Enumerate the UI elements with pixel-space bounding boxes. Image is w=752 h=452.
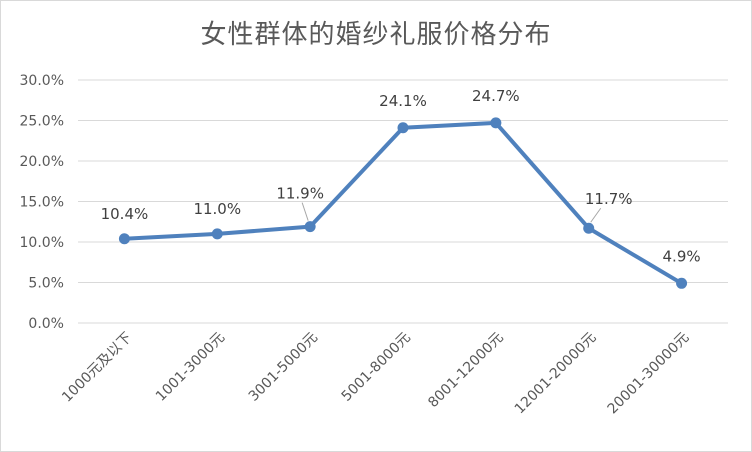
data-point bbox=[583, 222, 595, 234]
data-label: 11.9% bbox=[276, 185, 324, 203]
data-label: 10.4% bbox=[101, 205, 149, 223]
x-tick-label: 12001-20000元 bbox=[512, 330, 600, 418]
data-label: 11.7% bbox=[585, 190, 633, 208]
y-tick-label: 5.0% bbox=[28, 276, 64, 292]
x-tick-label: 8001-12000元 bbox=[425, 330, 506, 411]
data-point bbox=[304, 221, 316, 233]
data-label: 4.9% bbox=[663, 247, 701, 265]
x-tick-label: 5001-8000元 bbox=[339, 330, 414, 405]
y-tick-label: 10.0% bbox=[20, 235, 64, 251]
x-tick-label: 1000元及以下 bbox=[59, 330, 135, 406]
label-leader-line bbox=[301, 202, 309, 221]
series-line bbox=[118, 117, 688, 289]
data-point bbox=[490, 117, 502, 129]
label-leader-line bbox=[590, 207, 602, 223]
data-label: 24.1% bbox=[379, 92, 427, 110]
y-tick-label: 0.0% bbox=[28, 316, 64, 332]
data-labels: 10.4% 11.0% 11.9% 24.1% 24.7% 11.7% 4.9% bbox=[101, 87, 701, 265]
chart-title: 女性群体的婚纱礼服价格分布 bbox=[200, 20, 552, 50]
y-tick-label: 15.0% bbox=[20, 195, 64, 211]
x-axis: 1000元及以下 1001-3000元 3001-5000元 5001-8000元 80… bbox=[59, 330, 692, 418]
y-tick-label: 25.0% bbox=[20, 114, 64, 130]
y-tick-label: 30.0% bbox=[20, 73, 64, 89]
x-tick-label: 1001-3000元 bbox=[153, 330, 228, 405]
y-tick-label: 20.0% bbox=[20, 154, 64, 170]
y-axis: 0.0% 5.0% 10.0% 15.0% 20.0% 25.0% 30.0% bbox=[20, 73, 64, 332]
data-point bbox=[676, 277, 688, 289]
gridlines bbox=[78, 79, 728, 324]
x-tick-label: 20001-30000元 bbox=[605, 330, 693, 418]
data-point bbox=[211, 228, 223, 240]
data-point bbox=[397, 122, 409, 134]
data-point bbox=[118, 233, 130, 245]
x-tick-label: 3001-5000元 bbox=[246, 330, 321, 405]
data-label: 11.0% bbox=[193, 200, 241, 218]
data-label: 24.7% bbox=[472, 87, 520, 105]
